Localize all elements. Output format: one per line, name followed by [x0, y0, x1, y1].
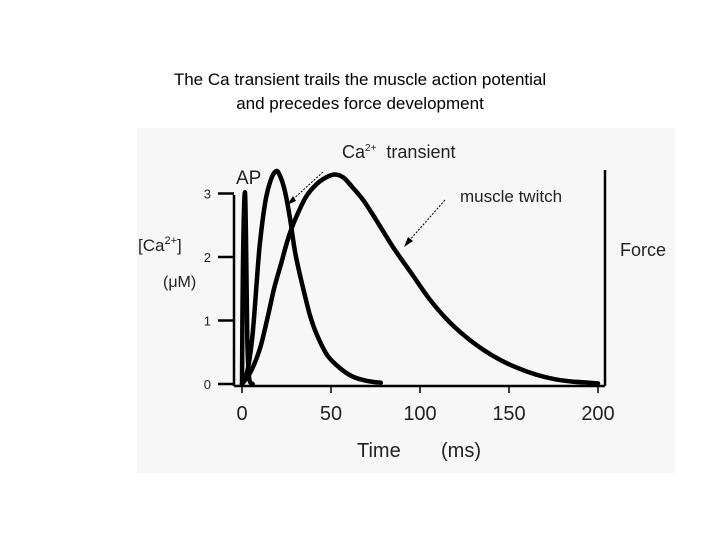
- ca-transient-arrow-line: [289, 171, 324, 203]
- x-tick-label: 0: [236, 403, 247, 425]
- annotation-muscle-twitch: muscle twitch: [460, 187, 562, 206]
- x-tick-group: 0 50 100 150 200: [236, 386, 615, 425]
- annotation-ap: AP: [236, 168, 261, 189]
- y-tick-label: 0: [204, 377, 211, 392]
- slide-title: The Ca transient trails the muscle actio…: [0, 68, 720, 116]
- twitch-arrow-line: [407, 199, 446, 243]
- figure-panel: [137, 128, 675, 473]
- y-axis-unit: (μM): [163, 274, 196, 291]
- x-axis-unit: (ms): [441, 440, 481, 462]
- twitch-arrowhead: [404, 237, 413, 247]
- annotation-ca-transient: Ca2+ transient: [342, 142, 455, 162]
- x-tick-label: 100: [403, 403, 436, 425]
- series-muscle-twitch-line: [239, 172, 601, 387]
- x-tick-label: 200: [581, 403, 614, 425]
- y-axis-label: [Ca2+]: [138, 235, 182, 255]
- y-tick-label: 2: [204, 250, 211, 265]
- x-tick-label: 50: [320, 403, 342, 425]
- y-tick-group: 0 1 2 3: [204, 187, 234, 392]
- y-tick-label: 1: [204, 314, 211, 329]
- series-ca-transient-line: [239, 168, 384, 387]
- x-axis-label: Time: [357, 440, 401, 462]
- ca-transient-arrowhead: [287, 196, 296, 205]
- slide-title-line-1: The Ca transient trails the muscle actio…: [173, 70, 547, 89]
- x-tick-label: 150: [492, 403, 525, 425]
- y-tick-label: 3: [204, 187, 211, 202]
- slide-title-line-2: and precedes force development: [236, 94, 484, 113]
- force-axis-label: Force: [620, 240, 666, 260]
